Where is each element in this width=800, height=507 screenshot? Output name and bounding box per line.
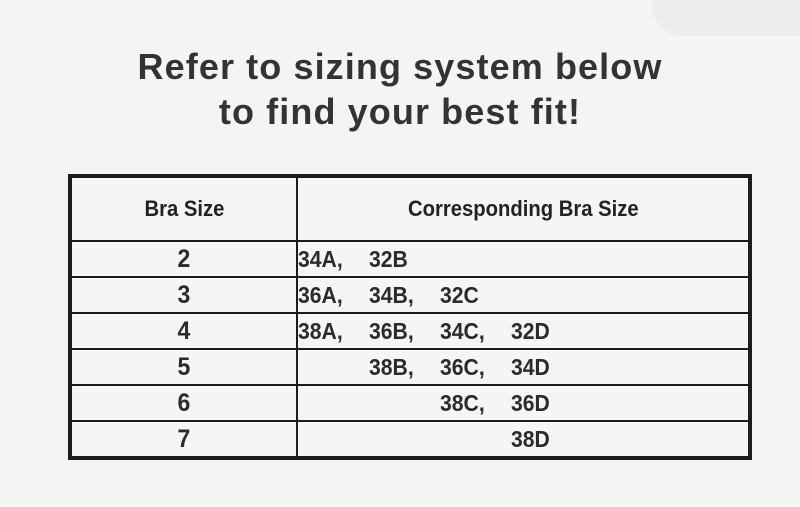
size-slot: 38B, <box>369 354 440 381</box>
size-slot-text: 38C, <box>440 390 485 417</box>
size-slot-text: 38D <box>511 426 550 453</box>
size-slot <box>298 426 369 453</box>
corner-shade <box>652 0 800 36</box>
page-title: Refer to sizing system below to find you… <box>0 44 800 134</box>
size-slot-text: 38B, <box>369 354 414 381</box>
bra-size-value: 4 <box>69 312 298 350</box>
size-slot: 32C <box>440 282 511 309</box>
table-header-row: Bra Size Corresponding Bra Size <box>69 175 751 242</box>
corresponding-sizes: 38D <box>296 420 751 459</box>
size-slot: 38C, <box>440 390 511 417</box>
size-slot: 34C, <box>440 318 511 345</box>
size-slot <box>298 354 369 381</box>
size-slot-text: 34D <box>511 354 550 381</box>
table-row: 7 38D <box>69 420 751 459</box>
size-slot: 34A, <box>298 246 369 273</box>
size-slot: 36B, <box>369 318 440 345</box>
size-slot: 32B <box>369 246 440 273</box>
table-row: 6 38C, 36D <box>69 384 751 422</box>
table-row: 3 36A, 34B, 32C <box>69 276 751 314</box>
corresponding-sizes: 38C, 36D <box>296 384 751 422</box>
table-row: 5 38B, 36C, 34D <box>69 348 751 386</box>
size-slot-text: 34A, <box>298 246 343 273</box>
table-row: 2 34A, 32B <box>69 240 751 278</box>
size-slot <box>440 246 511 273</box>
bra-size-value: 7 <box>69 420 298 459</box>
column-header-bra-size: Bra Size <box>69 175 298 242</box>
size-slot <box>298 390 369 417</box>
corresponding-sizes: 38A, 36B, 34C, 32D <box>296 312 751 350</box>
bra-size-text: 4 <box>177 316 191 345</box>
size-slot-text: 34C, <box>440 318 485 345</box>
size-slot: 36D <box>511 390 582 417</box>
bra-size-value: 5 <box>69 348 298 386</box>
size-slot: 34D <box>511 354 582 381</box>
column-header-corresponding-bra-size: Corresponding Bra Size <box>296 175 751 242</box>
bra-size-text: 2 <box>177 244 191 273</box>
table-row: 4 38A, 36B, 34C, 32D <box>69 312 751 350</box>
size-slot-text: 36A, <box>298 282 343 309</box>
size-slot <box>440 426 511 453</box>
size-slot-text: 38A, <box>298 318 343 345</box>
size-slot-text: 32C <box>440 282 479 309</box>
sizing-table: Bra Size Corresponding Bra Size 2 34A, 32… <box>68 174 752 460</box>
size-slot: 36A, <box>298 282 369 309</box>
size-slot <box>511 246 582 273</box>
bra-size-text: 6 <box>177 388 191 417</box>
size-slot-text: 34B, <box>369 282 414 309</box>
bra-size-text: 7 <box>177 424 191 453</box>
bra-size-value: 3 <box>69 276 298 314</box>
size-slot-text: 32D <box>511 318 550 345</box>
size-slot-text: 36C, <box>440 354 485 381</box>
corresponding-sizes: 34A, 32B <box>296 240 751 278</box>
bra-size-text: 3 <box>177 280 191 309</box>
corresponding-sizes: 38B, 36C, 34D <box>296 348 751 386</box>
bra-size-text: 5 <box>177 352 191 381</box>
title-line-2: to find your best fit! <box>218 91 582 132</box>
bra-size-value: 2 <box>69 240 298 278</box>
size-slot <box>369 390 440 417</box>
size-slot-text: 36B, <box>369 318 414 345</box>
size-slot: 32D <box>511 318 582 345</box>
size-slot <box>369 426 440 453</box>
title-line-1: Refer to sizing system below <box>137 46 663 87</box>
size-slot: 34B, <box>369 282 440 309</box>
corresponding-sizes: 36A, 34B, 32C <box>296 276 751 314</box>
size-slot: 38D <box>511 426 582 453</box>
size-slot <box>511 282 582 309</box>
column-header-corresponding-bra-size-label: Corresponding Bra Size <box>407 196 639 221</box>
size-slot: 38A, <box>298 318 369 345</box>
size-slot: 36C, <box>440 354 511 381</box>
size-slot-text: 36D <box>511 390 550 417</box>
size-slot-text: 32B <box>369 246 408 273</box>
column-header-bra-size-label: Bra Size <box>144 196 224 221</box>
bra-size-value: 6 <box>69 384 298 422</box>
